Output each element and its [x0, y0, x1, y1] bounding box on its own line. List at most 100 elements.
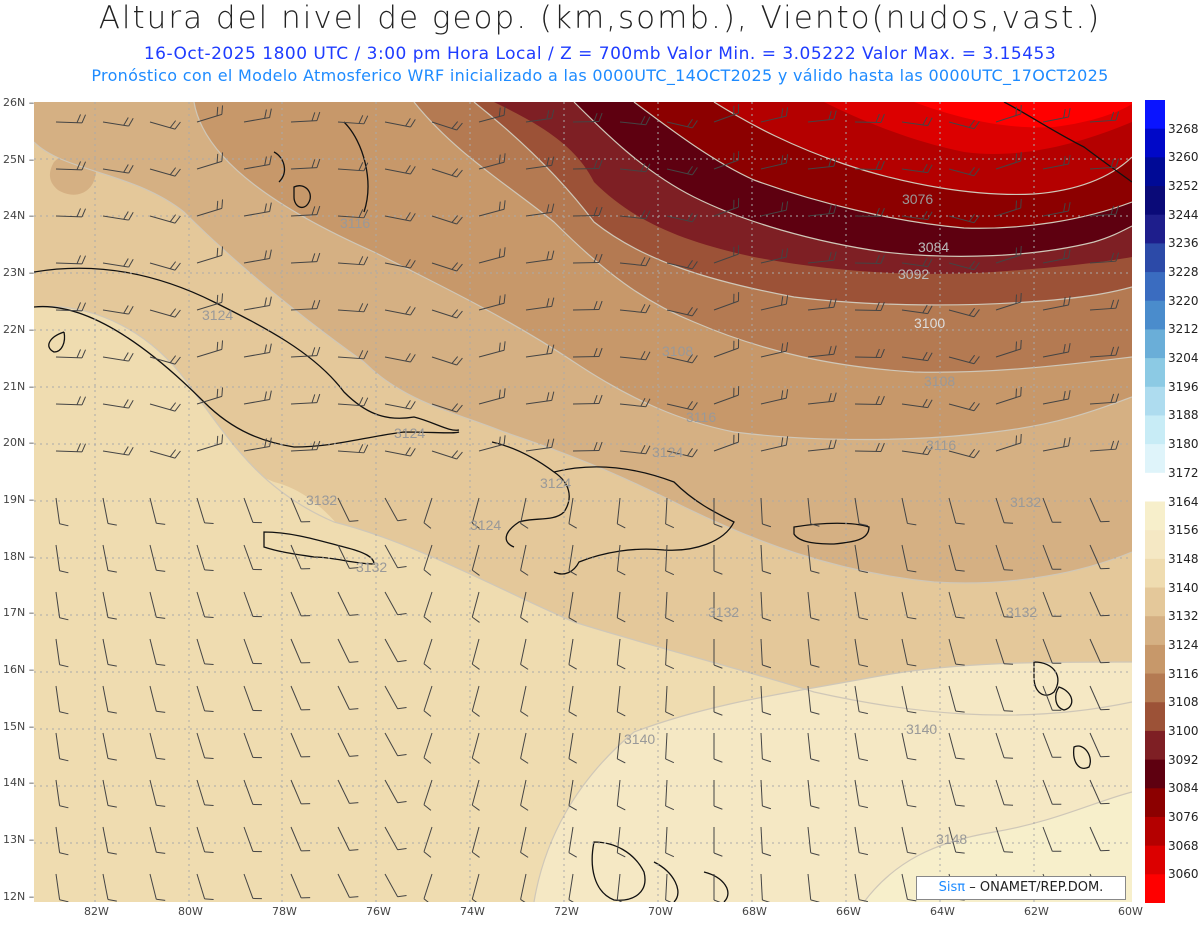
color-swatch [1145, 186, 1165, 216]
wind-barb [760, 685, 763, 712]
contour-label: 3140 [906, 721, 937, 737]
color-scale-label: 3164 [1168, 494, 1199, 509]
contour-label: 3148 [936, 831, 967, 847]
color-scale-label: 3116 [1168, 666, 1199, 681]
wind-barb-flag [593, 301, 598, 310]
wind-barb-flag [169, 402, 177, 411]
wind-barb-flag [269, 437, 272, 447]
wind-barb [337, 544, 350, 569]
wind-barb-flag [593, 348, 598, 357]
wind-barb-flag [405, 447, 411, 456]
wind-barb [431, 356, 457, 366]
wind-barb [525, 446, 552, 452]
wind-barb-flag [665, 805, 675, 811]
color-scale-label: 3212 [1168, 322, 1199, 337]
wind-barb-flag [1110, 346, 1115, 356]
color-swatch [1145, 501, 1165, 531]
wind-barb [901, 168, 928, 174]
wind-barb-flag [598, 347, 603, 357]
wind-barb-flag [785, 154, 789, 164]
longitude-label: 72W [554, 905, 579, 918]
wind-barb [807, 497, 812, 524]
band-3140-south [34, 542, 634, 902]
wind-barb [666, 309, 693, 317]
wind-barb-flag [858, 899, 868, 902]
wind-barb [1089, 497, 1102, 522]
wind-barb-flag [498, 107, 501, 117]
wind-barb-flag [456, 357, 463, 366]
wind-barb-flag [1068, 296, 1071, 306]
wind-barb [337, 591, 350, 616]
wind-barb [149, 544, 157, 571]
wind-barb-flag [204, 757, 214, 760]
wind-barb-flag [546, 251, 550, 261]
wind-barb-flag [269, 155, 272, 165]
wind-barb-flag [645, 445, 651, 454]
wind-barb [55, 262, 83, 265]
wind-barb-flag [456, 263, 463, 272]
wind-barb [760, 303, 787, 311]
wind-barb-flag [1110, 393, 1115, 403]
wind-barb-flag [691, 261, 698, 270]
wind-barb [337, 638, 350, 663]
wind-barb [520, 873, 527, 900]
wind-barb [55, 544, 61, 571]
wind-barb-flag [875, 254, 880, 264]
wind-barb-flag [316, 205, 321, 215]
wind-barb-flag [363, 303, 369, 313]
wind-barb [431, 262, 457, 272]
wind-barb-flag [59, 899, 69, 902]
wind-barb-flag [833, 392, 837, 402]
wind-barb [423, 826, 433, 852]
wind-barb-flag [405, 165, 411, 174]
wind-barb-flag [665, 852, 675, 858]
wind-barb [760, 209, 787, 217]
wind-barb-flag [640, 303, 646, 313]
wind-barb-flag [1110, 205, 1115, 215]
wind-barb [854, 732, 860, 759]
wind-barb-flag [1115, 111, 1120, 121]
wind-barb-flag [363, 162, 369, 172]
wind-barb [1089, 685, 1102, 710]
wind-barb [149, 121, 176, 130]
wind-barb-flag [875, 207, 880, 217]
wind-barb [196, 113, 223, 123]
longitude-label: 64W [930, 905, 955, 918]
color-swatch [1145, 472, 1165, 502]
wind-barb [1042, 116, 1069, 123]
wind-barb-flag [349, 520, 359, 522]
wind-barb [337, 873, 350, 898]
wind-barb-flag [311, 394, 316, 404]
color-scale-label: 3132 [1168, 609, 1199, 624]
wind-barb-flag [1115, 299, 1120, 309]
wind-barb [525, 352, 552, 358]
wind-barb [55, 497, 61, 524]
wind-barb-flag [973, 403, 980, 412]
wind-barb-flag [780, 343, 784, 353]
wind-barb [102, 591, 109, 618]
wind-barb-flag [174, 168, 181, 177]
wind-barb-flag [617, 617, 626, 623]
wind-barb [196, 160, 223, 170]
wind-barb [1042, 304, 1069, 311]
wind-barb-flag [568, 523, 577, 529]
wind-barb [619, 215, 646, 220]
wind-barb [102, 826, 109, 853]
wind-barb-flag [973, 121, 980, 130]
wind-barb [525, 211, 552, 217]
wind-barb-flag [780, 437, 784, 447]
wind-barb [616, 779, 621, 806]
wind-barb-flag [204, 663, 214, 666]
wind-barb-flag [264, 250, 267, 260]
wind-barb-flag [687, 260, 693, 269]
wind-barb-flag [955, 522, 965, 525]
wind-barb-flag [546, 204, 550, 214]
wind-barb-flag [264, 391, 267, 401]
wind-barb-flag [216, 435, 219, 445]
wind-barb [478, 349, 505, 358]
wind-barb-flag [1068, 390, 1071, 400]
wind-barb-flag [593, 254, 598, 263]
wind-barb-flag [617, 523, 626, 529]
wind-barb-flag [156, 663, 166, 666]
wind-barb-flag [451, 262, 459, 270]
